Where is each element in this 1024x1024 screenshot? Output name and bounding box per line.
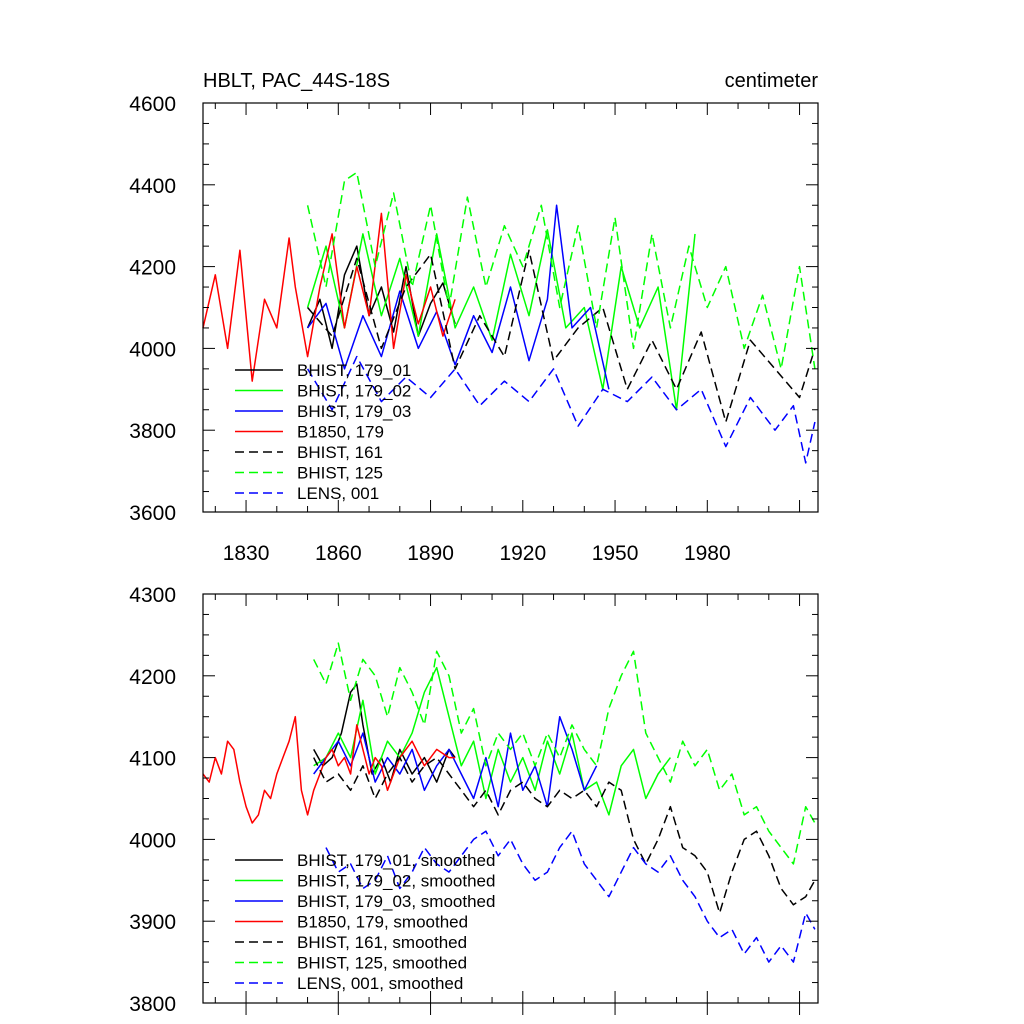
legend-label: BHIST, 125 xyxy=(297,464,383,483)
series-line-1 xyxy=(313,683,456,783)
y-tick-label: 4600 xyxy=(129,93,176,116)
y-tick-label: 4200 xyxy=(129,257,176,280)
series-line-1 xyxy=(306,245,456,350)
legend-label: BHIST, 179_02, smoothed xyxy=(297,872,495,891)
x-tick-label: 1860 xyxy=(315,542,362,565)
legend-label: LENS, 001, smoothed xyxy=(297,974,463,993)
series-line-5 xyxy=(307,249,816,423)
y-tick-label: 3900 xyxy=(129,911,176,934)
series-group xyxy=(202,171,816,464)
x-tick-label: 1980 xyxy=(684,542,731,565)
series-line-2 xyxy=(306,229,696,411)
legend-label: B1850, 179, smoothed xyxy=(297,913,468,932)
series-line-7 xyxy=(306,355,816,464)
series-line-6 xyxy=(306,171,816,370)
top-panel: 1830 1860 1890 1920 1950 1980 3600 3800 4000 4200… xyxy=(129,93,819,565)
series-line-6 xyxy=(313,642,816,865)
x-tick-label: 1830 xyxy=(223,542,270,565)
legend-label: BHIST, 179_01, smoothed xyxy=(297,851,495,870)
legend-label: BHIST, 161 xyxy=(297,443,383,462)
y-tick-label: 4000 xyxy=(129,338,176,361)
y-tick-label: 4200 xyxy=(129,666,176,689)
x-tick-label: 1920 xyxy=(499,542,546,565)
y-tick-label: 3800 xyxy=(129,420,176,443)
legend-label: B1850, 179 xyxy=(297,423,384,442)
y-tick-label: 4000 xyxy=(129,829,176,852)
series-line-4 xyxy=(202,212,456,382)
bottom-panel: 3800 3900 4000 4100 4200 4300 BHIST, 179_01, s… xyxy=(129,584,819,1016)
x-tick-label: 1950 xyxy=(592,542,639,565)
legend-label: BHIST, 125, smoothed xyxy=(297,954,467,973)
legend-label: BHIST, 179_02 xyxy=(297,382,411,401)
plot-frame xyxy=(202,102,819,513)
x-tick-label: 1890 xyxy=(407,542,454,565)
y-tick-label: 3800 xyxy=(129,993,176,1016)
y-tick-label: 4400 xyxy=(129,175,176,198)
legend-label: BHIST, 179_03, smoothed xyxy=(297,892,495,911)
y-tick-label: 4300 xyxy=(129,584,176,607)
plot-frame xyxy=(202,593,819,1004)
legend-label: BHIST, 179_01 xyxy=(297,361,411,380)
series-line-3 xyxy=(307,204,610,390)
y-tick-label: 4100 xyxy=(129,748,176,771)
y-tick-label: 3600 xyxy=(129,502,176,525)
series-line-2 xyxy=(313,666,672,816)
series-line-5 xyxy=(313,756,816,914)
series-line-7 xyxy=(325,830,816,963)
series-group xyxy=(202,642,816,963)
units-label: centimeter xyxy=(725,70,819,92)
legend-label: BHIST, 161, smoothed xyxy=(297,933,467,952)
legend-label: LENS, 001 xyxy=(297,484,379,503)
chart-title: HBLT, PAC_44S-18S xyxy=(203,70,390,92)
legend-label: BHIST, 179_03 xyxy=(297,402,411,421)
series-line-4 xyxy=(202,715,456,824)
